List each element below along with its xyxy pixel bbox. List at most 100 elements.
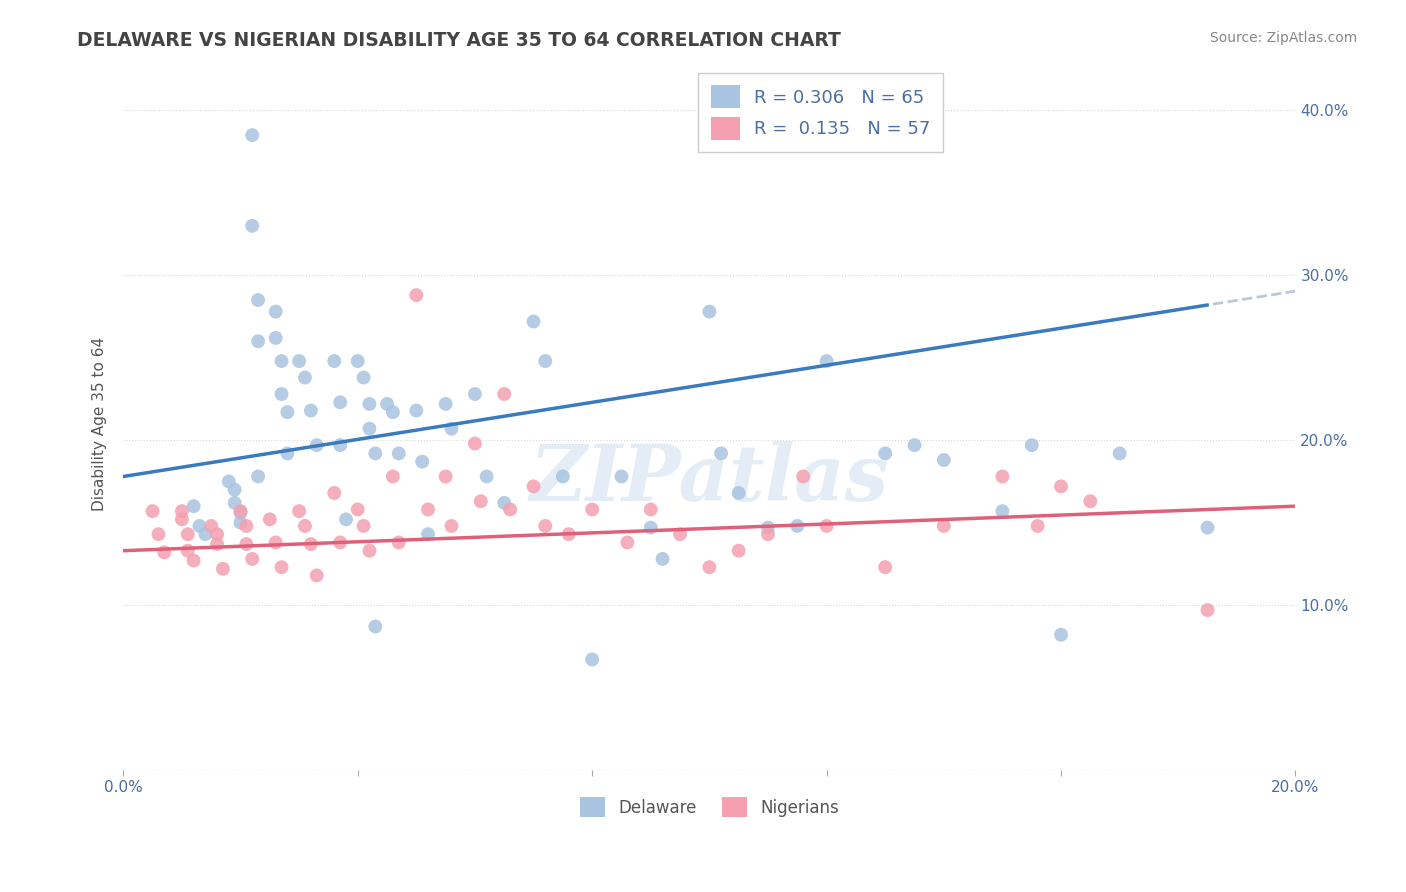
Point [224,483,246,497]
Point [727,486,749,500]
Point [359,422,381,436]
Point [1108,446,1130,460]
Point [534,519,557,533]
Point [640,520,662,534]
Point [411,455,433,469]
Point [205,537,228,551]
Point [932,519,955,533]
Point [335,512,357,526]
Point [651,552,673,566]
Legend: Delaware, Nigerians: Delaware, Nigerians [574,790,845,824]
Point [218,475,240,489]
Point [616,535,638,549]
Point [475,469,498,483]
Point [200,519,222,533]
Point [991,469,1014,483]
Point [1197,520,1219,534]
Point [1026,519,1049,533]
Point [183,553,205,567]
Point [294,370,316,384]
Point [240,219,263,233]
Point [903,438,925,452]
Point [364,446,387,460]
Point [170,504,193,518]
Point [276,405,298,419]
Point [229,506,252,520]
Point [212,562,235,576]
Point [494,496,516,510]
Point [240,552,263,566]
Point [294,519,316,533]
Point [153,545,176,559]
Point [264,304,287,318]
Point [1050,628,1073,642]
Text: DELAWARE VS NIGERIAN DISABILITY AGE 35 TO 64 CORRELATION CHART: DELAWARE VS NIGERIAN DISABILITY AGE 35 T… [77,31,841,50]
Point [405,288,427,302]
Point [229,516,252,530]
Point [224,496,246,510]
Point [288,354,311,368]
Point [991,504,1014,518]
Point [522,479,544,493]
Point [375,397,398,411]
Point [177,543,200,558]
Point [329,438,352,452]
Point [440,519,463,533]
Point [932,453,955,467]
Point [270,387,292,401]
Point [305,568,328,582]
Point [815,519,838,533]
Point [276,446,298,460]
Point [329,395,352,409]
Point [1021,438,1043,452]
Text: ZIPatlas: ZIPatlas [530,441,889,517]
Point [194,527,217,541]
Point [346,502,368,516]
Point [405,403,427,417]
Point [499,502,522,516]
Point [188,519,211,533]
Y-axis label: Disability Age 35 to 64: Disability Age 35 to 64 [93,336,107,511]
Point [381,405,404,419]
Point [359,543,381,558]
Point [1197,603,1219,617]
Point [1050,479,1073,493]
Point [240,128,263,143]
Point [329,535,352,549]
Point [669,527,692,541]
Point [699,560,721,574]
Point [557,527,579,541]
Point [581,502,603,516]
Point [522,314,544,328]
Point [346,354,368,368]
Point [323,486,346,500]
Point [710,446,733,460]
Point [270,560,292,574]
Point [299,403,322,417]
Point [247,469,270,483]
Point [470,494,492,508]
Point [551,469,574,483]
Point [299,537,322,551]
Point [270,354,292,368]
Point [727,543,749,558]
Point [756,527,779,541]
Point [699,304,721,318]
Point [247,334,270,349]
Point [388,446,411,460]
Point [353,370,375,384]
Point [183,499,205,513]
Point [364,619,387,633]
Point [177,527,200,541]
Point [148,527,170,541]
Point [534,354,557,368]
Point [434,469,457,483]
Point [288,504,311,518]
Point [640,502,662,516]
Point [464,387,486,401]
Point [247,293,270,307]
Point [264,331,287,345]
Point [205,527,228,541]
Point [875,446,897,460]
Point [792,469,814,483]
